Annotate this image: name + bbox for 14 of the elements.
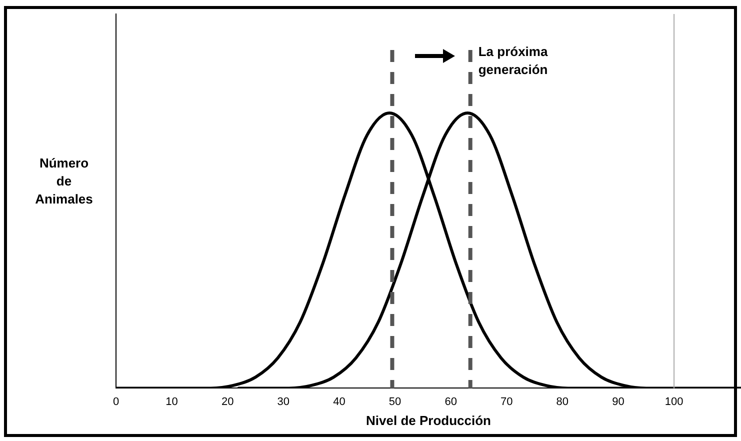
x-tick-label: 0	[112, 396, 120, 408]
x-tick-label: 100	[664, 396, 684, 408]
x-tick-label: 30	[277, 396, 290, 408]
x-tick-label: 20	[221, 396, 234, 408]
x-tick-label: 50	[388, 396, 402, 408]
x-axis-title: Nivel de Producción	[366, 412, 492, 428]
x-tick-label: 80	[556, 396, 569, 408]
x-tick-label: 70	[500, 396, 513, 408]
x-tick-label: 40	[333, 396, 346, 408]
x-tick-label: 60	[444, 396, 457, 408]
y-axis-title: Número de Animales	[35, 155, 93, 206]
x-tick-label: 90	[612, 396, 624, 408]
text: La próxima generación	[478, 44, 548, 78]
x-tick-label: 10	[166, 396, 178, 408]
